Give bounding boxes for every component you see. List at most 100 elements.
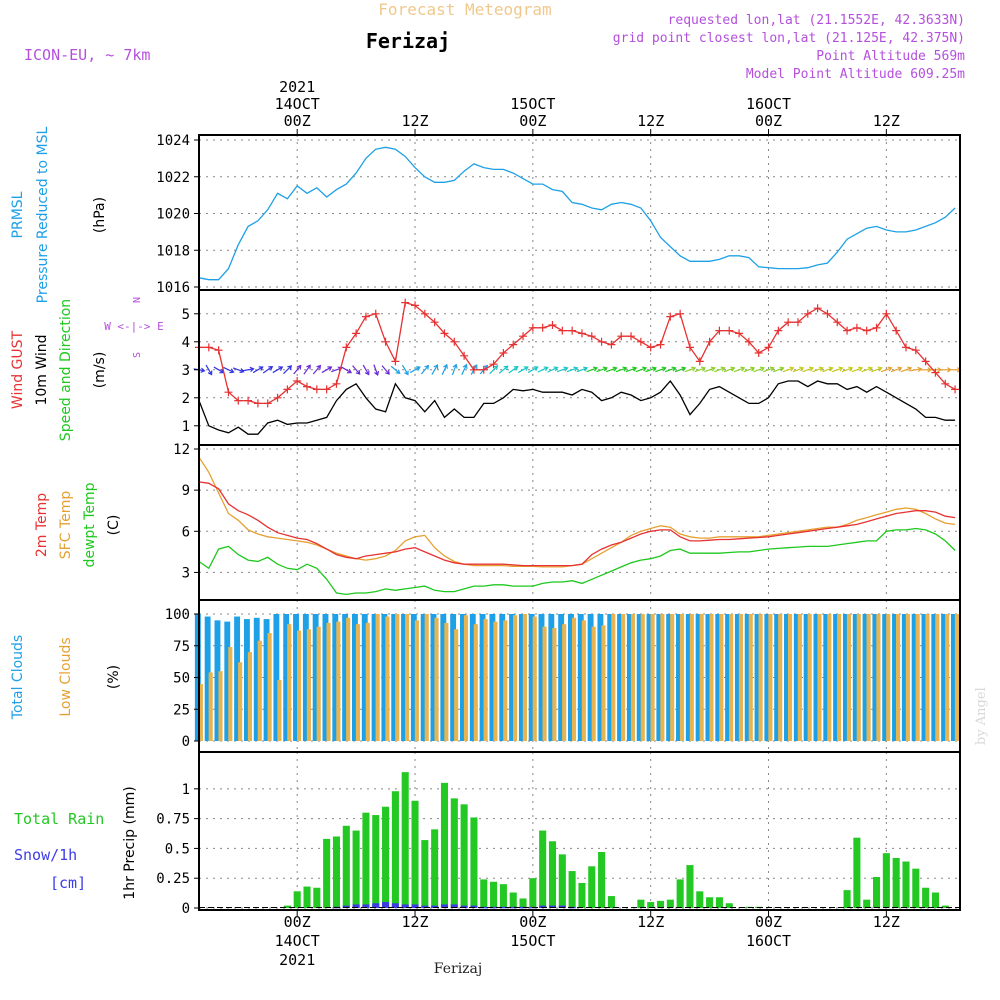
low-cloud-bar <box>365 622 370 741</box>
model-altitude: Model Point Altitude 609.25m <box>746 67 965 82</box>
bottom-time-label: 15OCT <box>510 932 555 950</box>
wind-arrow <box>723 367 735 373</box>
rain-bar <box>902 861 910 908</box>
precip-label-unit: [cm] <box>50 874 86 892</box>
low-cloud-bar <box>247 652 253 741</box>
snow-bar <box>548 905 557 908</box>
data-layer <box>193 146 962 909</box>
low-cloud-bar <box>650 614 655 741</box>
sfc-temp-line <box>198 456 956 568</box>
wind-arrow <box>547 366 558 373</box>
wind-arrow <box>352 365 361 375</box>
total-cloud-bar <box>931 614 938 741</box>
low-cloud-bar <box>267 633 272 741</box>
total-cloud-bar <box>214 620 221 741</box>
total-cloud-bar <box>676 614 682 741</box>
wind-gust-marker <box>607 340 616 349</box>
top-time-label: 15OCT <box>510 95 555 113</box>
total-cloud-bar <box>381 614 388 741</box>
low-cloud-bar <box>257 640 262 741</box>
total-cloud-bar <box>636 614 643 741</box>
wind-arrow-head <box>710 366 716 372</box>
total-cloud-bar <box>892 614 898 741</box>
wind-arrow-head <box>681 366 687 372</box>
total-cloud-bar <box>459 614 466 741</box>
low-cloud-bar <box>935 614 940 741</box>
wind-arrow-head <box>592 366 598 372</box>
y-tick-label: 0 <box>182 734 190 750</box>
wind-gust-marker <box>911 346 920 355</box>
rain-bar <box>568 871 576 908</box>
wind-arrow <box>409 366 421 374</box>
total-cloud-bar <box>420 614 427 741</box>
wind-arrow-head <box>573 366 579 372</box>
y-tick-label: 5 <box>182 307 190 323</box>
rain-bar <box>548 841 557 908</box>
wind-arrow <box>900 367 912 373</box>
low-cloud-bar <box>542 626 547 741</box>
top-time-label: 12Z <box>637 112 664 130</box>
precip-label-snow: Snow/1h <box>14 846 77 864</box>
low-cloud-bar <box>778 614 783 741</box>
rain-bar <box>941 905 949 908</box>
wind-gust-marker <box>784 318 793 327</box>
snow-bar <box>342 905 350 908</box>
total-cloud-bar <box>882 614 889 741</box>
wind-gust-marker <box>322 385 331 394</box>
top-time-label: 00Z <box>755 112 782 130</box>
rain-bar <box>362 812 370 908</box>
wind-gust-marker <box>430 318 439 327</box>
wind-gust-marker <box>371 309 380 318</box>
low-cloud-bar <box>552 627 557 741</box>
total-cloud-bar <box>450 614 457 741</box>
snow-bar <box>509 906 517 909</box>
wind-arrow <box>714 367 725 373</box>
snow-bar <box>558 905 566 908</box>
wind-gust-marker <box>676 309 685 318</box>
total-cloud-bar <box>666 614 673 741</box>
total-cloud-bar <box>528 614 535 741</box>
rain-bar <box>440 782 449 908</box>
wind-arrow <box>831 367 843 373</box>
total-cloud-bar <box>548 614 555 741</box>
wind-arrow-head <box>327 366 333 371</box>
wind-gust-marker <box>401 298 410 307</box>
wind-arrow-head <box>306 364 311 370</box>
rain-bar <box>931 892 939 908</box>
total-cloud-bar <box>872 614 879 741</box>
wind-arrow <box>341 366 352 374</box>
low-cloud-bar <box>591 626 596 741</box>
wind-arrow <box>431 364 438 375</box>
rain-bar <box>529 878 537 908</box>
rain-bar <box>853 837 861 908</box>
wind-gust-marker <box>273 393 282 402</box>
temp-label-2m: 2m Temp <box>34 493 50 557</box>
low-cloud-bar <box>405 614 410 741</box>
wind-gust-marker <box>450 337 459 346</box>
wind-gust-marker <box>744 337 753 346</box>
wind-arrow <box>606 367 617 373</box>
wind-unit: (m/s) <box>92 352 108 389</box>
rain-bar <box>313 887 321 908</box>
low-cloud-bar <box>375 614 380 741</box>
wind-arrow <box>704 367 715 373</box>
rain-bar <box>922 887 930 908</box>
rain-bar <box>293 891 301 908</box>
top-time-label: 00Z <box>519 112 546 130</box>
wind-arrow <box>576 367 588 373</box>
wind-arrow-head <box>740 366 746 372</box>
wind-arrow <box>772 367 784 373</box>
snow-bar <box>362 904 370 908</box>
low-cloud-bar <box>738 614 743 741</box>
wind-gust-marker <box>774 326 783 335</box>
low-cloud-bar <box>621 614 626 741</box>
total-cloud-bar <box>597 614 604 741</box>
total-cloud-bar <box>312 614 319 741</box>
total-cloud-bar <box>273 614 280 741</box>
total-cloud-bar <box>371 614 378 741</box>
wind-arrow <box>556 367 568 373</box>
wind-gust-marker <box>764 343 773 352</box>
wind-gust-marker <box>499 349 508 357</box>
y-tick-label: 1024 <box>156 133 190 149</box>
bottom-time-label: 12Z <box>873 913 900 931</box>
